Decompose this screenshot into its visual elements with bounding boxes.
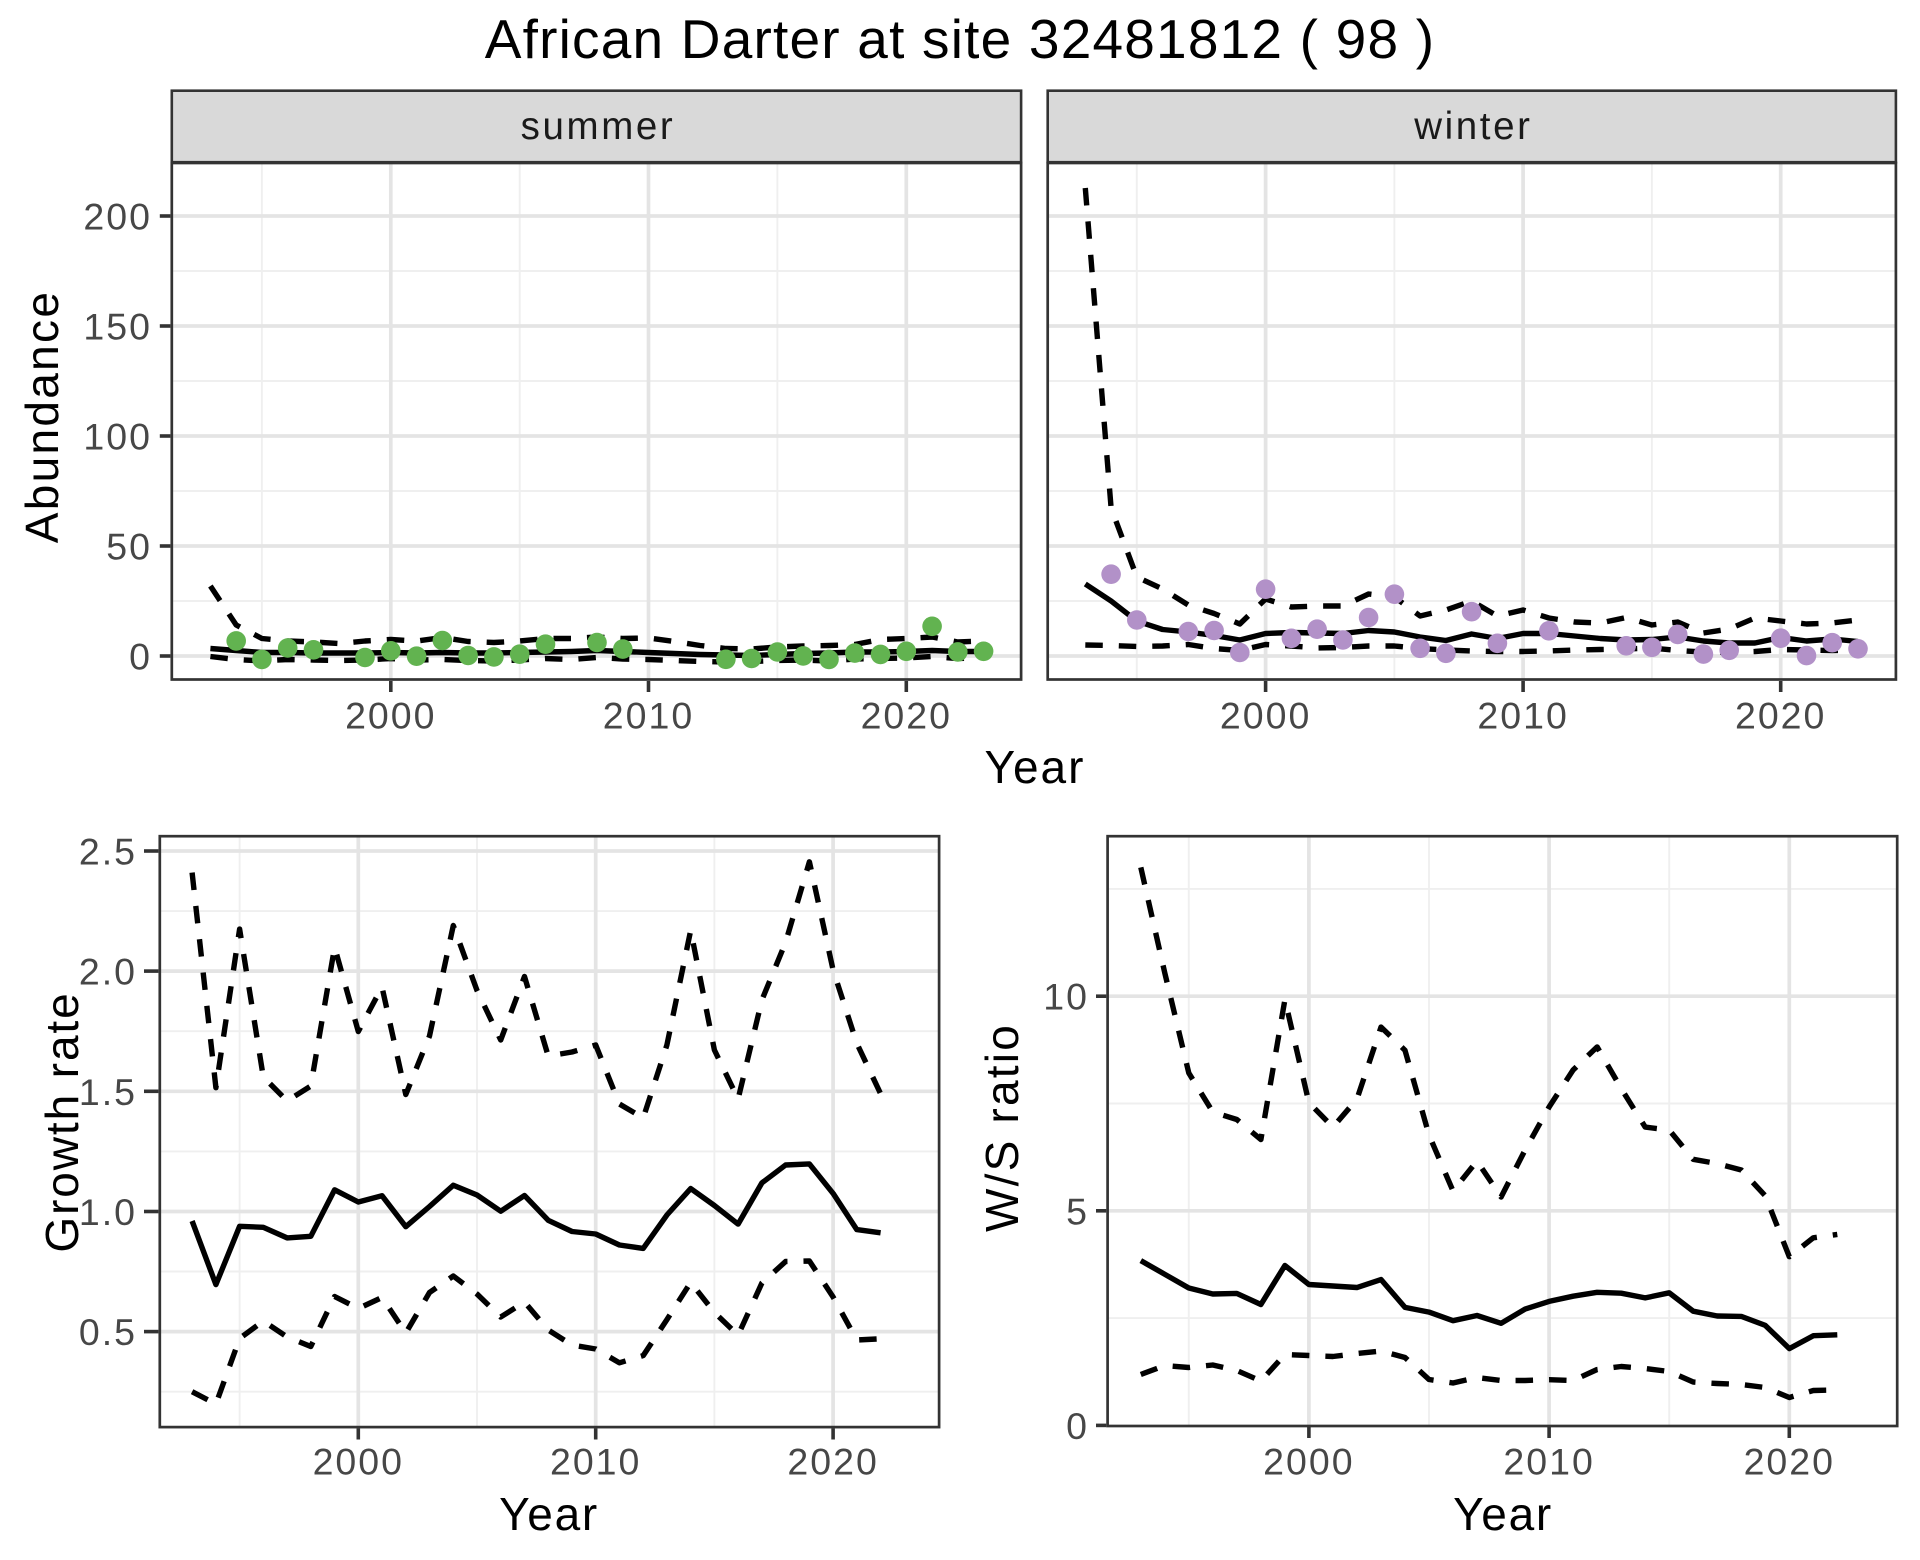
svg-text:Year: Year <box>985 741 1086 793</box>
svg-text:winter: winter <box>1413 105 1532 148</box>
svg-text:2010: 2010 <box>1477 695 1568 737</box>
svg-text:2010: 2010 <box>603 695 694 737</box>
svg-text:Growth rate: Growth rate <box>36 991 88 1252</box>
svg-text:0.5: 0.5 <box>79 1311 137 1353</box>
svg-text:50: 50 <box>106 526 152 568</box>
svg-text:Year: Year <box>499 1488 599 1540</box>
svg-text:African Darter at site 3248181: African Darter at site 32481812 ( 98 ) <box>485 8 1436 70</box>
svg-text:2020: 2020 <box>787 1440 878 1482</box>
svg-text:10: 10 <box>1043 976 1089 1018</box>
svg-text:150: 150 <box>83 306 152 348</box>
svg-text:Abundance: Abundance <box>16 290 68 543</box>
svg-text:2000: 2000 <box>313 1440 404 1482</box>
svg-text:summer: summer <box>521 105 676 148</box>
svg-text:W/S ratio: W/S ratio <box>976 1023 1028 1232</box>
svg-text:2020: 2020 <box>861 695 952 737</box>
svg-text:Year: Year <box>1453 1488 1553 1540</box>
svg-text:5: 5 <box>1066 1190 1089 1232</box>
svg-text:2010: 2010 <box>1503 1440 1594 1482</box>
svg-text:0: 0 <box>129 636 152 678</box>
svg-text:2020: 2020 <box>1735 695 1826 737</box>
svg-text:2000: 2000 <box>1220 695 1311 737</box>
svg-text:200: 200 <box>83 196 152 238</box>
svg-text:1.5: 1.5 <box>79 1071 137 1113</box>
svg-text:1.0: 1.0 <box>79 1191 137 1233</box>
svg-text:2000: 2000 <box>1263 1440 1354 1482</box>
svg-text:2020: 2020 <box>1744 1440 1835 1482</box>
svg-text:2010: 2010 <box>550 1440 641 1482</box>
svg-text:100: 100 <box>83 416 152 458</box>
svg-text:2000: 2000 <box>345 695 436 737</box>
svg-text:2.0: 2.0 <box>79 951 137 993</box>
svg-text:0: 0 <box>1066 1405 1089 1447</box>
svg-text:2.5: 2.5 <box>79 831 137 873</box>
